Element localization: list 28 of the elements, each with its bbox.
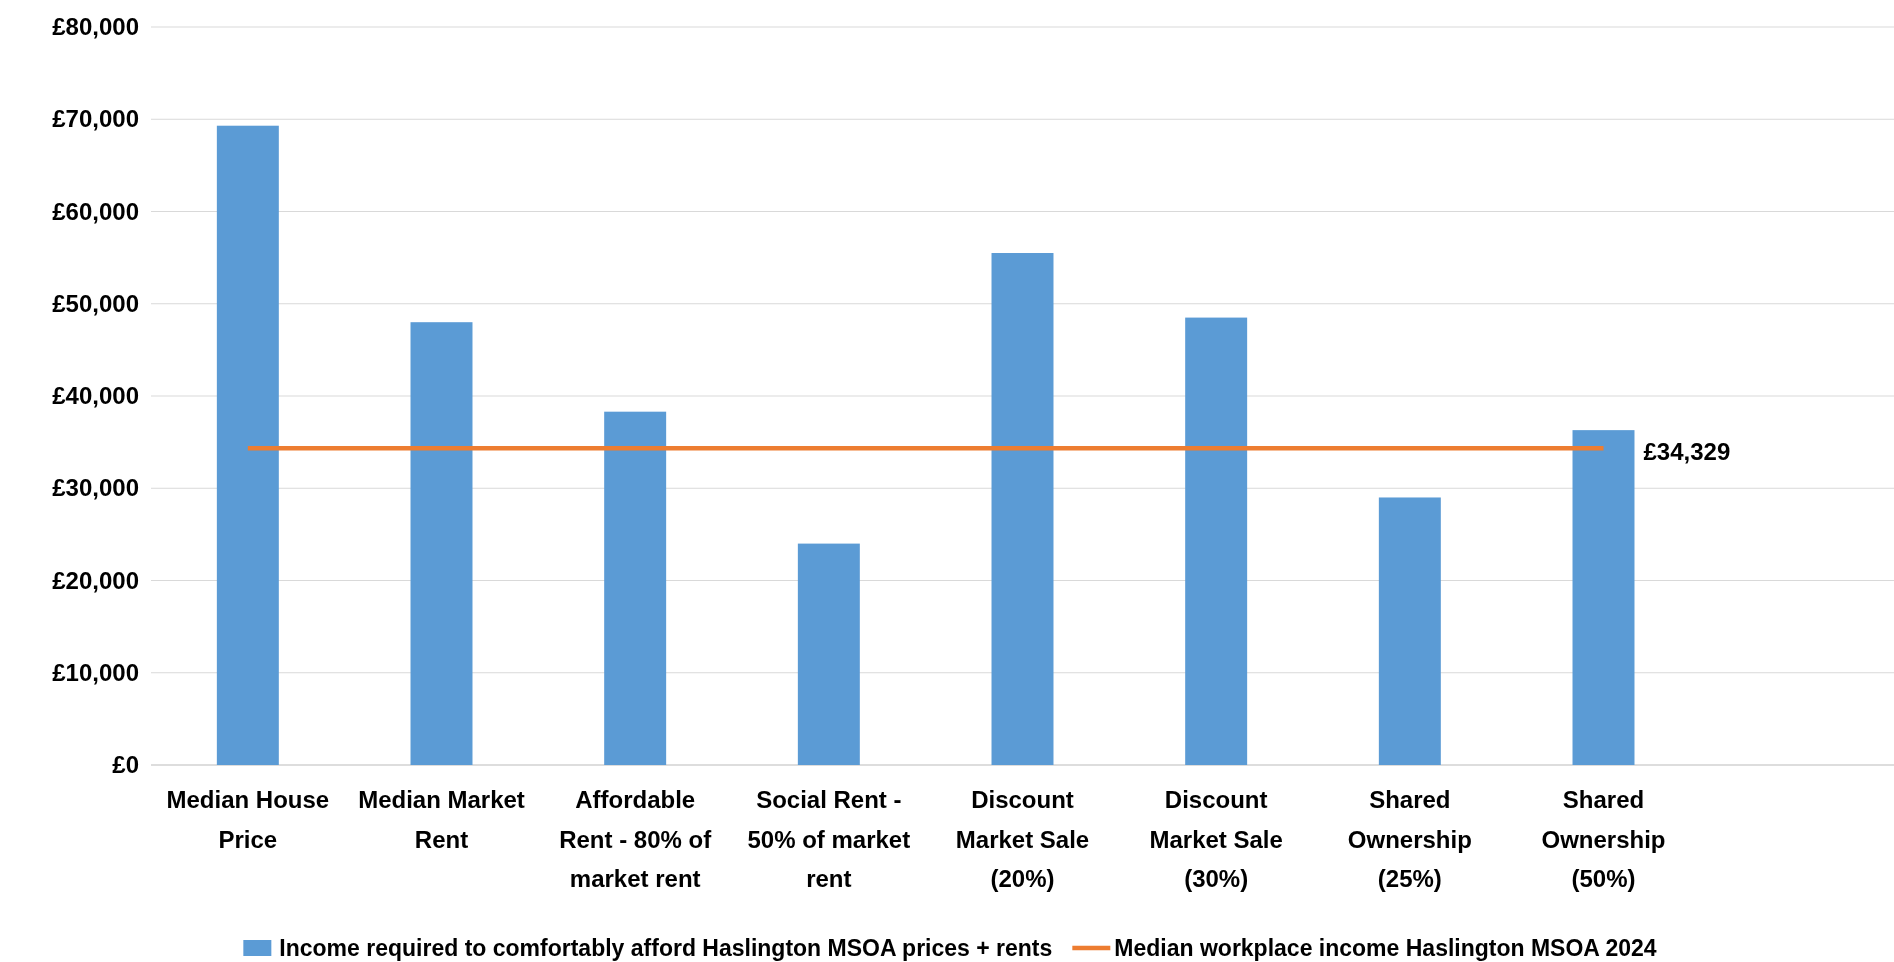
bar: [410, 322, 473, 765]
bar: [216, 125, 279, 765]
data-label: £34,329: [1643, 438, 1731, 466]
y-tick-label: £10,000: [52, 658, 139, 686]
y-tick-label: £30,000: [52, 474, 139, 502]
x-tick-label: Median House Price: [166, 786, 330, 853]
x-tick-label: Social Rent - 50% of market rent: [747, 786, 911, 893]
bar: [991, 253, 1054, 765]
y-tick-label: £0: [112, 751, 139, 779]
bar: [1378, 497, 1441, 765]
legend-label: Income required to comfortably afford Haslington MSOA prices + rents: [279, 935, 1053, 961]
bar: [1185, 317, 1248, 765]
legend-label: Median workplace income Haslington MSOA 2024: [1114, 935, 1657, 961]
y-tick-label: £80,000: [52, 13, 139, 41]
y-tick-label: £50,000: [52, 289, 139, 317]
x-tick-label: Affordable Rent - 80% of market rent: [559, 786, 713, 893]
y-tick-label: £70,000: [52, 105, 139, 133]
x-tick-label: Shared Ownership (50%): [1541, 786, 1666, 893]
bar: [797, 543, 860, 765]
x-tick-label: Shared Ownership (25%): [1347, 786, 1472, 893]
bar: [604, 411, 667, 765]
bar: [1572, 430, 1635, 765]
x-tick-label: Median Market Rent: [358, 786, 525, 853]
x-tick-label: Discount Market Sale (20%): [955, 786, 1090, 893]
y-tick-label: £40,000: [52, 382, 139, 410]
y-tick-label: £60,000: [52, 197, 139, 225]
x-tick-label: Discount Market Sale (30%): [1149, 786, 1283, 893]
y-tick-label: £20,000: [52, 566, 139, 594]
